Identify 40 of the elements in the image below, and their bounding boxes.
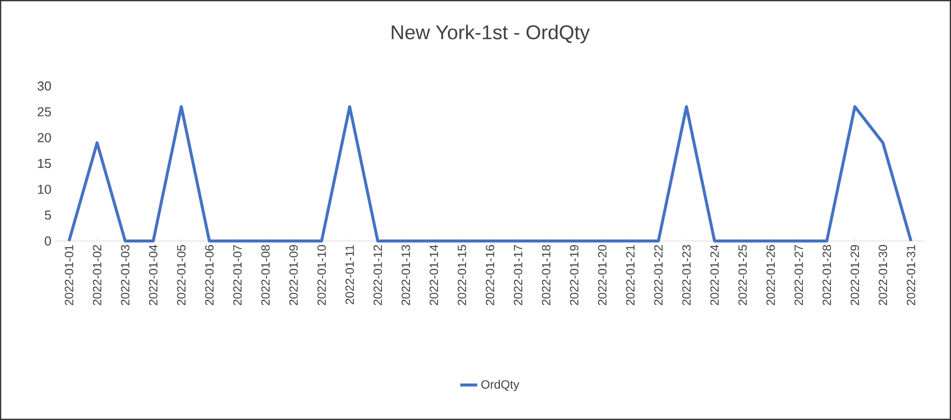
x-tick-label: 2022-01-29 <box>850 245 860 306</box>
x-tick-label: 2022-01-05 <box>177 245 186 306</box>
x-tick-label: 2022-01-02 <box>92 245 102 306</box>
x-tick-label: 2022-01-28 <box>822 245 832 306</box>
x-tick-label: 2022-01-08 <box>261 245 270 306</box>
legend-label: OrdQty <box>481 380 520 392</box>
x-tick-label: 2022-01-12 <box>374 245 382 306</box>
x-tick-label: 2022-01-21 <box>626 245 635 306</box>
y-tick-label: 15 <box>38 158 51 168</box>
x-tick-label: 2022-01-03 <box>120 245 130 306</box>
y-tick-label: 5 <box>44 210 51 220</box>
x-tick-label: 2022-01-04 <box>149 244 158 306</box>
x-tick-label: 2022-01-20 <box>598 244 606 306</box>
x-tick-label: 2022-01-16 <box>486 245 494 306</box>
x-tick-label: 2022-01-22 <box>654 245 663 306</box>
x-tick-label: 2022-01-07 <box>233 245 242 306</box>
y-tick-label: 25 <box>38 107 51 116</box>
chart-title: New York-1st - OrdQty <box>392 24 590 44</box>
x-tick-label: 2022-01-25 <box>738 245 747 306</box>
x-tick-label: 2022-01-10 <box>317 244 326 306</box>
x-tick-label: 2022-01-31 <box>906 245 916 306</box>
x-tick-label: 2022-01-24 <box>710 244 719 306</box>
x-tick-label: 2022-01-27 <box>794 245 803 306</box>
x-tick-label: 2022-01-19 <box>570 245 578 306</box>
x-tick-label: 2022-01-06 <box>205 245 214 306</box>
y-tick-label: 10 <box>38 184 51 194</box>
x-tick-label: 2022-01-01 <box>64 245 74 306</box>
x-tick-label: 2022-01-14 <box>430 244 438 306</box>
x-tick-label: 2022-01-18 <box>542 245 550 306</box>
x-tick-label: 2022-01-11 <box>345 245 354 304</box>
x-tick-label: 2022-01-17 <box>514 245 522 306</box>
x-tick-label: 2022-01-23 <box>682 245 691 306</box>
x-tick-label: 2022-01-15 <box>458 245 466 306</box>
y-tick-label: 20 <box>38 133 51 142</box>
x-tick-label: 2022-01-09 <box>289 245 298 306</box>
y-tick-label: 30 <box>38 81 51 91</box>
x-tick-label: 2022-01-30 <box>878 244 888 306</box>
x-tick-label: 2022-01-26 <box>766 245 775 306</box>
y-tick-label: 0 <box>44 236 51 246</box>
x-tick-label: 2022-01-13 <box>402 245 410 306</box>
